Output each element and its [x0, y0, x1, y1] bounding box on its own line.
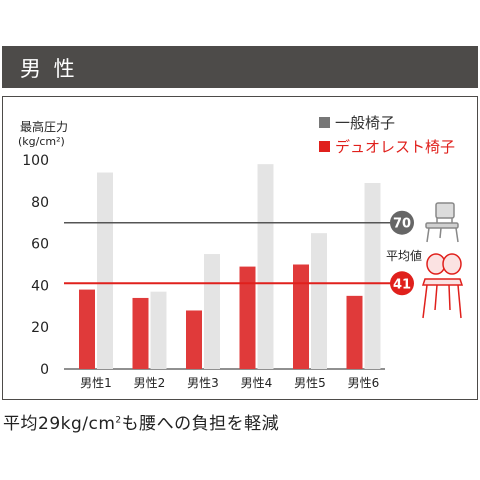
caption-text-end: も腰への負担を軽減	[121, 414, 280, 434]
bar-standard-chair	[364, 182, 381, 369]
y-axis-label: 最高圧力	[20, 119, 68, 134]
average-label: 平均値	[386, 248, 422, 263]
standard-chair-icon	[425, 202, 459, 243]
section-title: 男 性	[20, 57, 78, 81]
bar-duorest-chair	[293, 264, 309, 369]
x-tick-label: 男性1	[80, 376, 112, 390]
x-tick-label: 男性4	[241, 376, 273, 390]
y-axis-unit: (kg/cm²)	[18, 135, 65, 148]
average-badge	[390, 271, 414, 296]
bar-duorest-chair	[79, 289, 95, 369]
average-value: 41	[393, 277, 411, 292]
x-tick-label: 男性6	[348, 376, 380, 390]
bar-standard-chair	[204, 254, 220, 369]
x-tick-label: 男性3	[187, 376, 219, 390]
x-tick-label: 男性5	[294, 376, 326, 390]
legend-swatch	[319, 141, 330, 152]
y-tick-label: 80	[31, 195, 49, 211]
y-tick-label: 40	[31, 278, 49, 294]
summary-caption: 平均29kg/cm2も腰への負担を軽減	[3, 409, 279, 434]
caption-superscript: 2	[115, 415, 122, 426]
x-tick-label: 男性2	[134, 376, 166, 390]
legend-swatch	[319, 117, 330, 128]
average-badge	[390, 210, 414, 235]
bar-standard-chair	[97, 172, 113, 369]
section-header: 男 性	[2, 46, 478, 88]
y-tick-label: 0	[40, 362, 49, 378]
bar-duorest-chair	[186, 310, 202, 369]
legend-label: デュオレスト椅子	[335, 138, 455, 156]
bar-standard-chair	[257, 164, 274, 369]
bar-duorest-chair	[346, 295, 363, 369]
average-value: 70	[393, 217, 411, 232]
legend-label: 一般椅子	[335, 114, 395, 132]
duorest-chair-icon	[421, 253, 464, 319]
bar-duorest-chair	[132, 297, 149, 369]
y-tick-label: 20	[31, 320, 49, 336]
chair-illustrations	[421, 202, 464, 319]
bar-standard-chair	[150, 291, 167, 369]
y-tick-label: 60	[31, 237, 49, 253]
y-tick-label: 100	[22, 153, 49, 169]
bar-duorest-chair	[239, 266, 256, 369]
bar-standard-chair	[311, 233, 327, 369]
caption-text: 平均29kg/cm	[3, 414, 116, 434]
